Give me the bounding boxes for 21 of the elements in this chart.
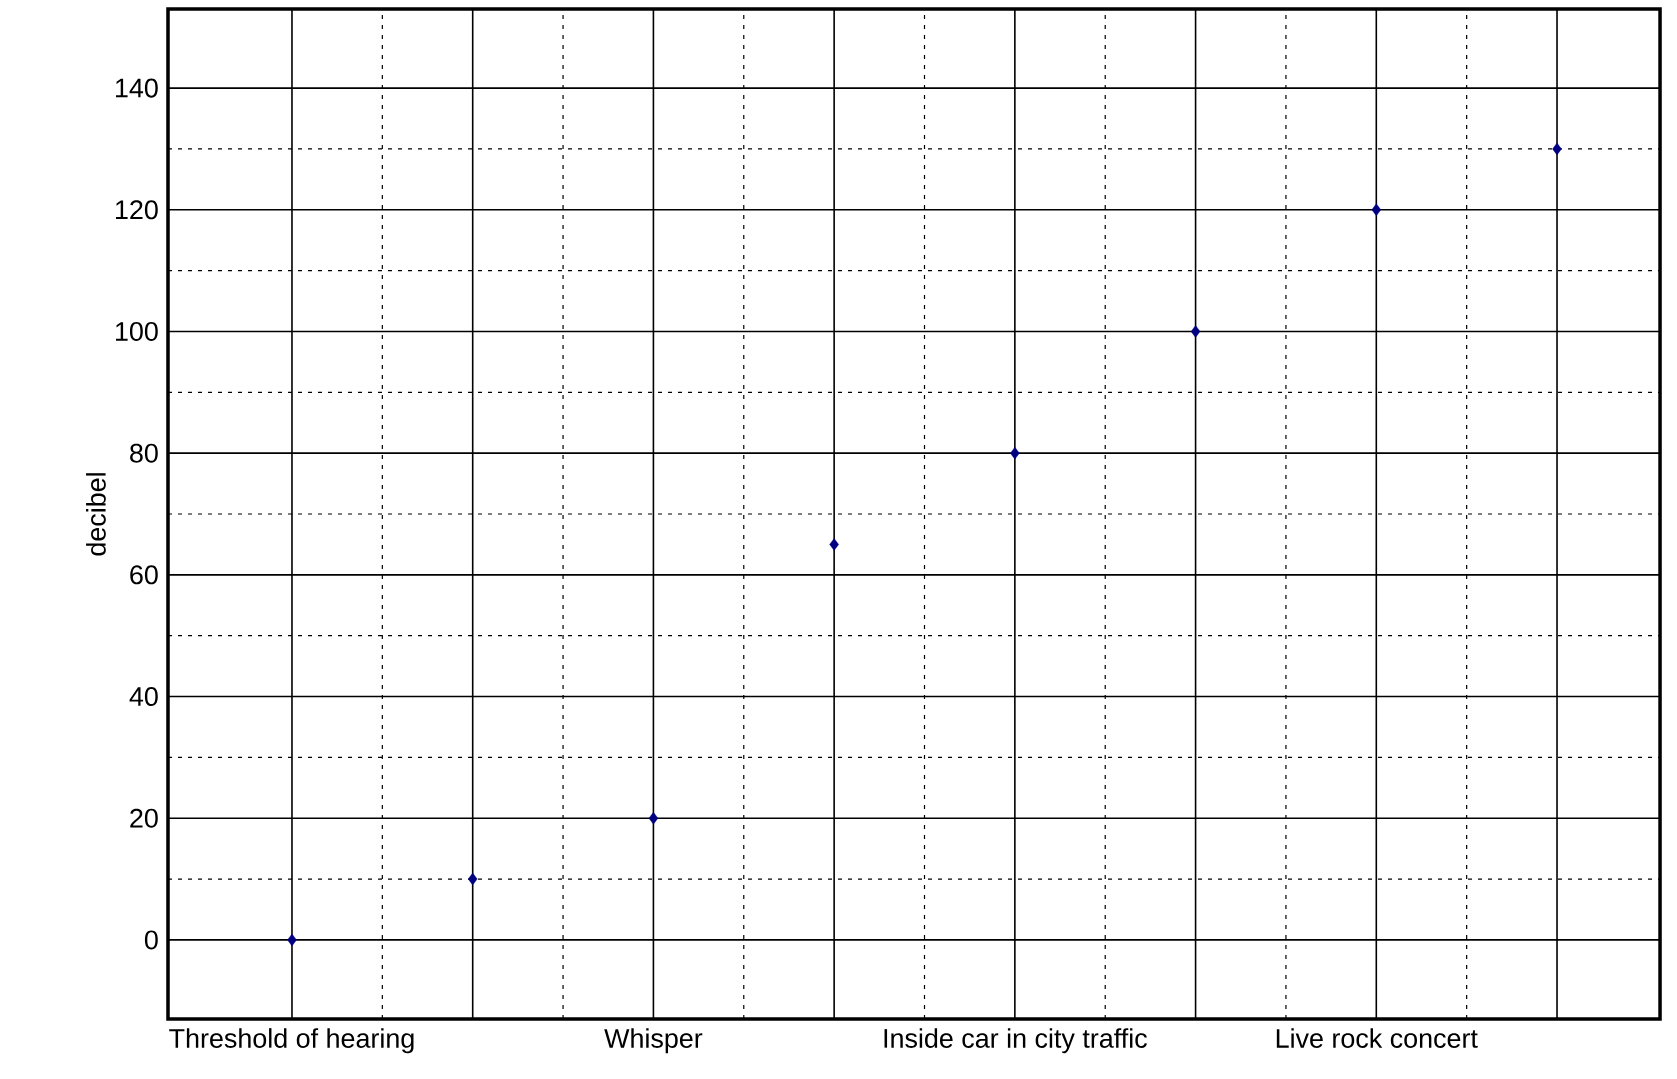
point [287,933,297,947]
y-tick-label: 120 [116,200,158,220]
y-axis-title: decibel [86,473,106,556]
y-tick-label: 80 [130,443,158,463]
point [468,872,478,886]
point [648,812,659,825]
y-tick-label: 20 [130,808,158,828]
y-tick-label: 0 [144,930,158,950]
y-tick-label: 100 [116,321,158,341]
y-tick-label: 40 [129,687,158,707]
y-tick-label: 60 [130,565,158,585]
point [829,538,839,551]
y-tick-label: 140 [116,78,158,98]
x-tick-label: Threshold of hearing [169,1028,414,1054]
point [1552,142,1562,156]
point [1190,325,1201,338]
x-tick-label: Live rock concert [1276,1028,1478,1048]
x-tick-label: Whisper [604,1028,703,1054]
point [1010,446,1020,460]
x-tick-label: Inside car in city traffic [884,1028,1147,1054]
point [1371,203,1381,216]
